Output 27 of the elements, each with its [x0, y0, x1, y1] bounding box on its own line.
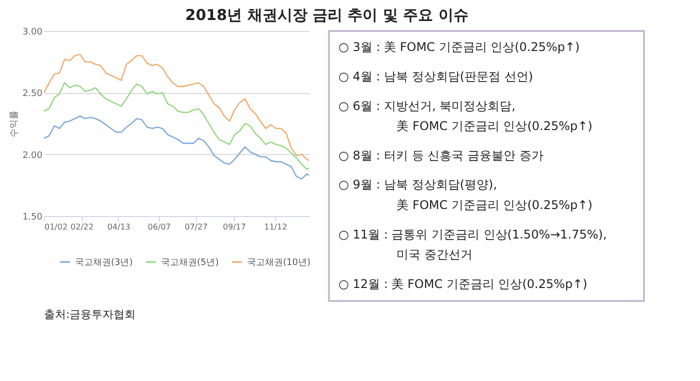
- x-tick-label: 11/12: [264, 222, 288, 232]
- y-tick-label: 3.00: [22, 28, 43, 38]
- legend-label: 국고채권(5년): [161, 258, 219, 268]
- text: ○ 8월 : 터키 등 신흥국 금융불안 증가: [338, 148, 544, 162]
- x-tick-label: 04/13: [107, 222, 130, 232]
- chart-title: 2018년 채권시장 금리 추이 및 주요 이슈: [185, 6, 468, 24]
- y-axis-title: 수익률: [9, 110, 20, 138]
- text: ○ 3월 : 美 FOMC 기준금리 인상(0.25%p↑): [338, 40, 580, 54]
- y-tick-label: 2.00: [22, 150, 43, 161]
- y-tick-label: 1.50: [22, 212, 43, 222]
- text: ○ 4월 : 남북 정상회담(판문점 선언): [338, 70, 534, 84]
- line-series: [43, 82, 310, 170]
- x-tick-label: 01/02: [44, 222, 68, 232]
- text: ○ 12월 : 美 FOMC 기준금리 인상(0.25%p↑): [338, 276, 588, 291]
- legend-label: 국고채권(3년): [75, 258, 133, 268]
- x-tick-label: 06/07: [148, 222, 171, 232]
- line-series: [43, 116, 310, 180]
- text: ○ 9월 : 남북 정상회담(평양), 美 FOMC 기준금리 인상(0.25%p↑): [338, 178, 592, 212]
- text: ○ 6월 : 지방선거, 북미정상회담, 美 FOMC 기준금리 인상(0.25%p↑): [338, 98, 592, 134]
- text: ○ 11월 : 금통위 기준금리 인상(1.50%→1.75%), 미국 중간선거: [338, 227, 607, 262]
- source-note: 출처:금융투자협회: [44, 308, 136, 321]
- legend-label: 국고채권(10년): [247, 258, 310, 268]
- y-tick-label: 2.50: [22, 89, 43, 100]
- x-tick-label: 07/27: [184, 222, 208, 232]
- x-tick-label: 02/22: [70, 222, 94, 232]
- x-tick-label: 09/17: [222, 222, 246, 232]
- line-series: [43, 54, 310, 162]
